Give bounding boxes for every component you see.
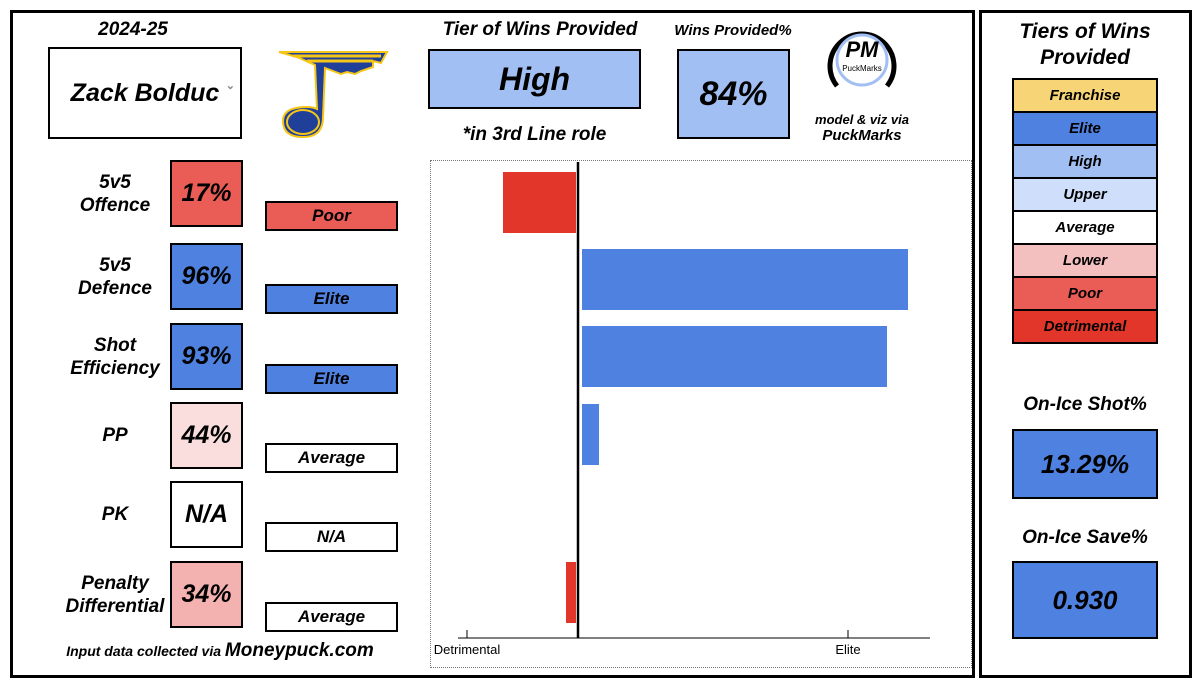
metric-label: PP [40, 402, 190, 469]
tier-legend-item: Lower [1014, 245, 1156, 278]
chart-area [430, 160, 972, 668]
metric-tier: Elite [265, 284, 398, 314]
metric-tier: Average [265, 443, 398, 473]
chart-tick-label: Elite [835, 642, 860, 657]
metric-label-line1: 5v5 [99, 171, 131, 193]
tier-header: Tier of Wins Provided [442, 19, 638, 40]
metric-label-line2: Differential [65, 595, 165, 617]
tier-legend-item: Elite [1014, 113, 1156, 146]
brand-credit-line2: PuckMarks [822, 127, 902, 144]
metric-label-line1: PK [101, 504, 129, 525]
chart-tick-label: Detrimental [434, 642, 501, 657]
metric-label-line1: Penalty [81, 572, 149, 594]
brand-logo-text: PM [845, 37, 879, 62]
tier-legend-item: Franchise [1014, 80, 1156, 113]
team-logo-icon [273, 47, 393, 140]
chart-bar [582, 249, 908, 310]
on-ice-shot-label: On-Ice Shot% [1023, 394, 1147, 415]
metric-label: PK [40, 481, 190, 548]
chevron-down-icon: ⌄ [225, 80, 235, 92]
brand-logo-sub: PuckMarks [842, 64, 882, 73]
metric-label: Shot Efficiency [40, 323, 190, 390]
on-ice-save-value: 0.930 [1012, 561, 1158, 639]
puckmarks-logo-icon [827, 24, 897, 100]
metric-percentile: 17% [170, 160, 243, 227]
metric-percentile: 34% [170, 561, 243, 628]
role-note: *in 3rd Line role [462, 124, 607, 145]
tier-legend-item: Poor [1014, 278, 1156, 311]
tiers-title-line1: Tiers of Wins [1019, 20, 1151, 43]
metric-tier: Poor [265, 201, 398, 231]
metric-label-line2: Offence [79, 194, 151, 216]
metric-label-line2: Efficiency [70, 357, 160, 379]
wins-bar-chart: Detrimental Elite [434, 162, 930, 657]
player-name: Zack Bolduc [70, 78, 220, 107]
wins-pct-header: Wins Provided% [674, 22, 792, 39]
main-panel [10, 10, 975, 678]
tier-value-box: High [428, 49, 641, 109]
metric-tier: N/A [265, 522, 398, 552]
tiers-legend: Franchise Elite High Upper Average Lower Poor D… [1012, 78, 1158, 344]
chart-bar [582, 326, 887, 387]
wins-pct-box: 84% [677, 49, 790, 139]
season-label: 2024-25 [98, 19, 168, 40]
metric-label-line1: PP [102, 425, 128, 446]
on-ice-save-label: On-Ice Save% [1022, 527, 1148, 548]
metric-tier: Elite [265, 364, 398, 394]
tier-legend-item: Upper [1014, 179, 1156, 212]
metric-label: 5v5 Offence [40, 160, 190, 227]
tiers-panel [979, 10, 1192, 678]
on-ice-shot-value: 13.29% [1012, 429, 1158, 499]
metric-label: Penalty Differential [40, 561, 190, 628]
metric-percentile: 93% [170, 323, 243, 390]
metric-percentile: 96% [170, 243, 243, 310]
player-select[interactable]: Zack Bolduc ⌄ [48, 47, 242, 139]
metric-percentile: N/A [170, 481, 243, 548]
metric-label: 5v5 Defence [40, 243, 190, 310]
chart-bar [582, 404, 599, 465]
tier-legend-item: Average [1014, 212, 1156, 245]
chart-bar [503, 172, 576, 233]
metric-label-line1: 5v5 [99, 254, 131, 276]
metric-label-line1: Shot [93, 334, 137, 356]
metric-tier: Average [265, 602, 398, 632]
input-note-prefix: Input data collected via [66, 643, 225, 659]
tiers-title-line2: Provided [1040, 46, 1130, 69]
brand-credit-line1: model & viz via [815, 112, 909, 127]
chart-bar [566, 562, 576, 623]
input-note: Input data collected via Moneypuck.com [20, 640, 420, 662]
input-note-source[interactable]: Moneypuck.com [224, 640, 374, 661]
metric-percentile: 44% [170, 402, 243, 469]
metric-label-line2: Defence [78, 277, 152, 299]
tier-legend-item: Detrimental [1014, 311, 1156, 342]
tier-legend-item: High [1014, 146, 1156, 179]
